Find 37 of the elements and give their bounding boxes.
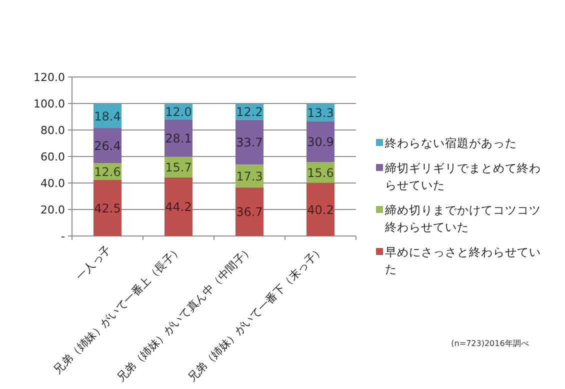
y-tick-label: 80.0 [40,124,65,137]
bar [306,182,334,236]
data-label: 30.9 [307,135,334,150]
data-label: 44.2 [165,200,192,214]
data-label: 33.7 [236,136,263,150]
y-tick-label: 100.0 [34,98,65,110]
data-label: 13.3 [307,106,334,120]
bar [236,120,264,164]
bar [164,177,192,236]
data-label: 26.4 [94,139,121,154]
bar [164,119,192,157]
y-tick-label: 60.0 [40,150,65,164]
bar [94,180,122,236]
y-tick-label: 20.0 [40,204,65,216]
bar [94,128,122,163]
y-tick-label: 40.0 [40,177,65,190]
x-tick-label: 一人っ子 [73,242,114,284]
data-label: 42.5 [94,201,121,216]
data-label: 12.2 [236,105,263,120]
data-label: 12.0 [165,104,192,119]
data-label: 15.7 [165,160,192,175]
data-label: 40.2 [307,202,334,217]
data-label: 15.6 [307,166,334,180]
legend-label: 締切ギリギリでまとめて終わらせていた [384,161,541,192]
bar [236,187,264,236]
data-label: 28.1 [165,132,192,146]
y-tick-label: 120.0 [34,71,65,84]
legend-label: 終わらない宿題があった [384,136,517,150]
data-label: 17.3 [236,169,263,184]
data-label: 18.4 [94,109,121,124]
data-label: 36.7 [236,205,263,220]
bar [306,121,334,162]
text: (n=723)2016年調べ [451,339,529,348]
legend-label: 早めにさっさと終わらせていた [385,245,541,276]
data-label: 12.6 [94,164,121,179]
y-tick-label: - [61,230,66,243]
legend-label: 締め切りまでかけてコツコツ終わらせていた [384,203,541,234]
